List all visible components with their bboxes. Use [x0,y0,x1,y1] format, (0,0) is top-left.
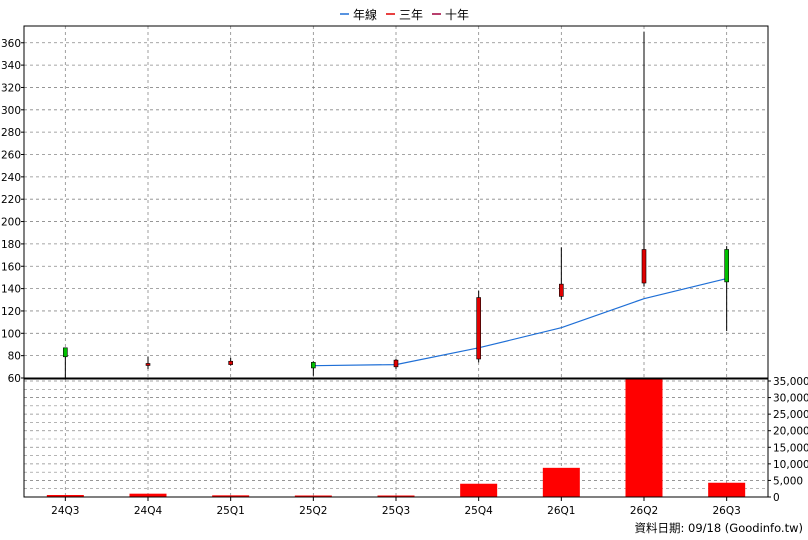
volume-bar [542,467,580,497]
volume-bar [708,482,746,497]
volume-bar [129,493,167,497]
volume-bar [294,495,332,497]
candle-body [63,347,68,358]
price-tick-label: 240 [1,172,21,184]
legend-label: 十年 [445,8,469,22]
candle-body [476,297,481,360]
price-tick-label: 120 [1,306,21,318]
price-tick-label: 360 [1,38,21,50]
volume-bar [46,495,84,497]
price-tick-label: 80 [8,351,21,363]
vol-tick-label: 25,000 [773,409,808,421]
price-tick-label: 100 [1,328,21,340]
candle-body [641,249,647,284]
candle-body [724,249,729,283]
volume-bar [377,495,415,497]
volume-bar [625,379,663,497]
price-tick-label: 60 [8,373,21,385]
vol-tick-label: 0 [773,492,780,504]
price-tick-label: 320 [1,82,21,94]
x-tick-label: 26Q3 [713,505,741,517]
legend-label: 三年 [399,8,423,22]
price-tick-label: 300 [1,105,21,117]
price-tick-label: 340 [1,60,21,72]
ma-line-annual [313,277,727,367]
price-panel-frame [23,25,769,379]
x-tick-label: 25Q2 [299,505,327,517]
candle-body [393,359,399,368]
price-tick-label: 260 [1,150,21,162]
legend-label: 年線 [353,7,377,22]
vol-tick-label: 10,000 [773,459,808,471]
candle-body [228,360,233,365]
price-tick-label: 280 [1,127,21,139]
x-tick-label: 25Q1 [217,505,245,517]
candle-body [311,362,316,369]
volume-bar [460,483,498,497]
x-tick-label: 26Q2 [630,505,658,517]
price-tick-label: 160 [1,261,21,273]
x-tick-label: 24Q3 [51,505,79,517]
vol-tick-label: 5,000 [773,475,803,487]
price-tick-label: 200 [1,217,21,229]
x-tick-label: 25Q4 [465,505,494,517]
volume-bar [212,495,250,497]
x-tick-label: 25Q3 [382,505,410,517]
vol-tick-label: 30,000 [773,393,808,405]
candle-body [559,283,564,297]
candle-body [145,363,151,366]
vol-tick-label: 35,000 [773,376,808,388]
x-tick-label: 26Q1 [547,505,575,517]
price-tick-label: 220 [1,194,21,206]
vol-tick-label: 15,000 [773,442,808,454]
footer-note: 資料日期: 09/18 (Goodinfo.tw) [634,521,803,535]
price-tick-label: 140 [1,284,21,296]
vol-tick-label: 20,000 [773,426,808,438]
price-tick-label: 180 [1,239,21,251]
x-tick-label: 24Q4 [134,505,163,517]
